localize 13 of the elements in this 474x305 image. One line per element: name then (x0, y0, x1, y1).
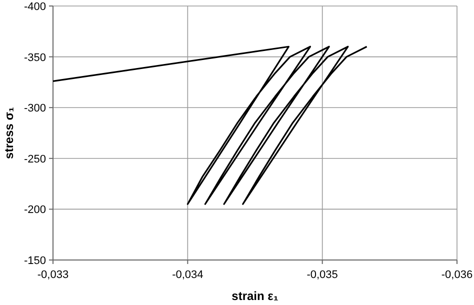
x-tick-label: -0,034 (172, 269, 204, 281)
x-tick-label: -0,035 (306, 269, 338, 281)
line-series (52, 46, 368, 205)
x-axis-title: strain ε₁ (232, 289, 278, 303)
y-tick-label: -350 (24, 52, 46, 64)
y-tick-label: -200 (24, 204, 46, 216)
y-axis-title: stress σ₁ (2, 107, 16, 159)
y-tick-label: -250 (24, 153, 46, 166)
x-tick-label: -0,036 (441, 269, 473, 281)
y-tick-label: -150 (24, 255, 46, 267)
y-tick-label: -400 (24, 1, 46, 13)
y-tick-label: -300 (24, 102, 46, 115)
x-tick-label: -0,033 (37, 269, 69, 281)
